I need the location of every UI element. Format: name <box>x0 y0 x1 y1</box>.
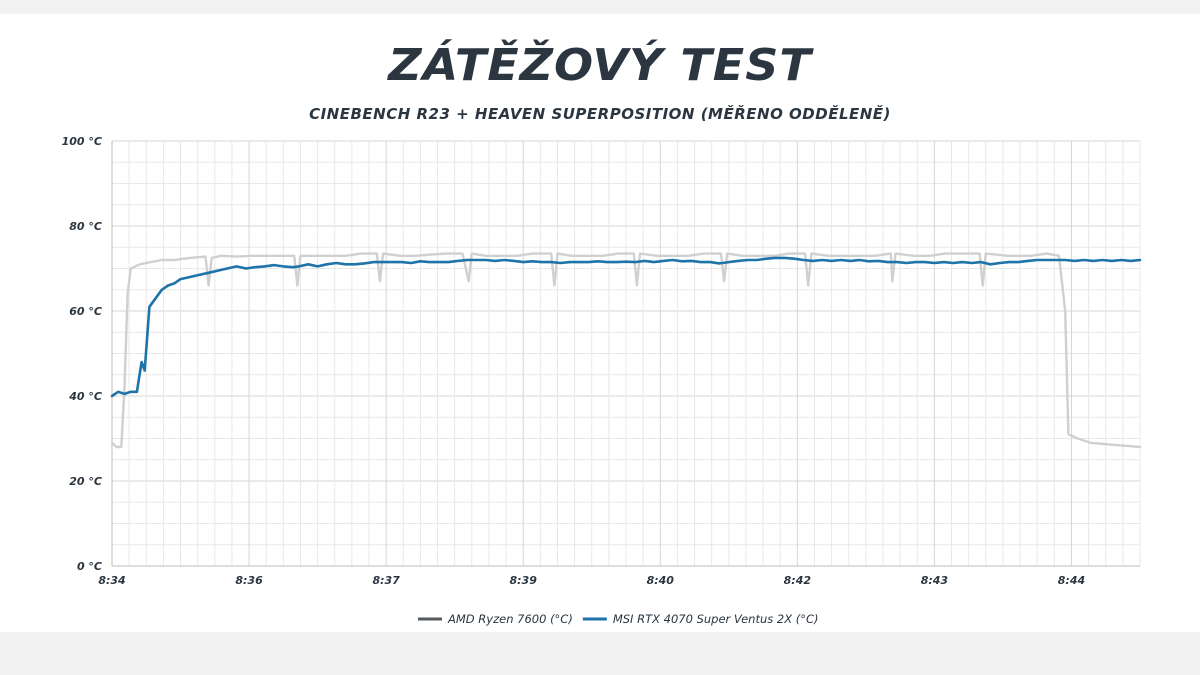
x-tick-label: 8:40 <box>647 574 675 587</box>
axes <box>111 141 1140 567</box>
chart-subtitle: CINEBENCH R23 + HEAVEN SUPERPOSITION (MĚ… <box>309 105 891 123</box>
chart-card <box>0 14 1200 632</box>
y-tick-label: 20 °C <box>69 475 102 488</box>
legend-label-2: MSI RTX 4070 Super Ventus 2X (°C) <box>613 612 819 626</box>
x-tick-label: 8:39 <box>510 574 538 587</box>
legend: AMD Ryzen 7600 (°C) MSI RTX 4070 Super Ve… <box>418 612 819 626</box>
series-line-1 <box>110 252 1142 449</box>
x-tick-label: 8:37 <box>372 574 400 587</box>
y-tick-label: 40 °C <box>68 390 102 403</box>
y-tick-label: 100 °C <box>62 135 102 148</box>
y-tick-label: 80 °C <box>69 220 102 233</box>
legend-label-1: AMD Ryzen 7600 (°C) <box>447 612 573 626</box>
x-tick-label: 8:34 <box>98 574 125 587</box>
x-tick-label: 8:43 <box>921 574 949 587</box>
y-tick-label: 0 °C <box>77 560 102 573</box>
series-lines <box>110 252 1142 449</box>
y-axis-ticks: 0 °C 20 °C 40 °C 60 °C 80 °C 100 °C <box>62 135 102 573</box>
grid <box>111 140 1141 567</box>
y-tick-label: 60 °C <box>69 305 102 318</box>
series-line-2 <box>110 256 1142 398</box>
x-tick-label: 8:36 <box>235 574 263 587</box>
x-axis-ticks: 8:34 8:36 8:37 8:39 8:40 8:42 8:43 8:44 <box>98 574 1085 587</box>
chart-title: ZÁTĚŽOVÝ TEST <box>388 39 812 91</box>
x-tick-label: 8:44 <box>1058 574 1085 587</box>
x-tick-label: 8:42 <box>784 574 812 587</box>
